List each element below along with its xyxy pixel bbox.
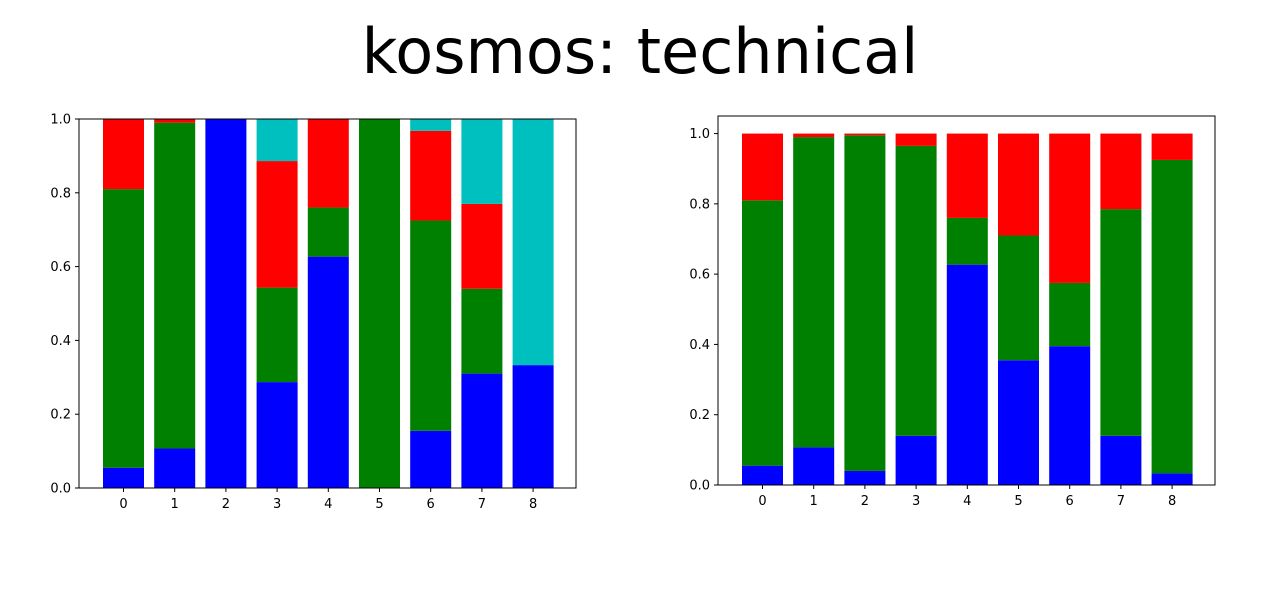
bar-segment-1-5-blue bbox=[998, 360, 1039, 485]
x-tick-label-1-8: 8 bbox=[1168, 494, 1176, 509]
y-tick-label-0-0: 0.0 bbox=[50, 482, 71, 497]
bar-segment-0-5-green bbox=[359, 119, 400, 488]
bar-segment-1-8-red bbox=[1151, 133, 1193, 160]
x-tick-label-0-5: 5 bbox=[375, 497, 383, 512]
y-tick-label-0-2: 0.4 bbox=[50, 334, 71, 349]
x-tick-label-0-4: 4 bbox=[324, 497, 332, 512]
bar-segment-0-4-blue bbox=[307, 256, 349, 488]
bar-segment-1-1-blue bbox=[793, 447, 835, 485]
bar-segment-0-7-cyan bbox=[461, 119, 503, 204]
y-tick-label-0-1: 0.2 bbox=[50, 408, 71, 423]
bar-segment-1-7-green bbox=[1100, 209, 1142, 436]
chart-panel-1: 0.0 0.2 0.4 0.6 0.8 1.0 0 1 2 3 4 5 6 7 8 bbox=[689, 115, 1216, 509]
x-tick-label-0-0: 0 bbox=[119, 497, 127, 512]
bar-segment-0-6-red bbox=[410, 130, 452, 221]
axes-frame-0 bbox=[78, 118, 577, 489]
bar-segment-0-4-green bbox=[307, 207, 349, 257]
bar-segment-1-3-red bbox=[895, 133, 937, 146]
x-tick-label-1-5: 5 bbox=[1014, 494, 1022, 509]
y-tick-label-1-3: 0.6 bbox=[689, 268, 710, 283]
bar-segment-0-2-blue bbox=[205, 119, 247, 488]
y-tick-label-0-5: 1.0 bbox=[50, 113, 71, 128]
bar-segment-0-7-blue bbox=[461, 373, 503, 488]
bar-segment-0-1-green bbox=[154, 122, 196, 449]
bar-segment-0-3-cyan bbox=[256, 119, 298, 162]
x-tick-label-0-1: 1 bbox=[171, 497, 179, 512]
bar-segment-0-7-green bbox=[461, 288, 503, 374]
bar-segment-1-8-green bbox=[1151, 159, 1193, 474]
y-tick-label-0-3: 0.6 bbox=[50, 260, 71, 275]
bar-segment-1-0-green bbox=[742, 200, 783, 466]
bar-segment-1-1-red bbox=[793, 133, 835, 138]
bar-segment-1-4-red bbox=[946, 133, 988, 218]
y-tick-label-1-0: 0.0 bbox=[689, 479, 710, 494]
bar-segment-1-4-blue bbox=[946, 264, 988, 485]
x-tick-label-1-4: 4 bbox=[963, 494, 971, 509]
x-tick-label-0-6: 6 bbox=[427, 497, 435, 512]
chart-title: kosmos: technical bbox=[361, 15, 919, 88]
bar-segment-1-6-red bbox=[1049, 133, 1091, 283]
bar-segment-0-7-red bbox=[461, 203, 503, 289]
bar-segment-1-4-green bbox=[946, 217, 988, 265]
bar-segment-1-5-red bbox=[998, 133, 1039, 236]
bar-segment-1-6-blue bbox=[1049, 346, 1091, 485]
x-tick-label-1-6: 6 bbox=[1066, 494, 1074, 509]
bar-segment-1-7-blue bbox=[1100, 435, 1142, 485]
bar-segment-0-0-red bbox=[103, 119, 144, 190]
bar-segment-0-6-cyan bbox=[410, 119, 452, 131]
x-tick-label-1-0: 0 bbox=[758, 494, 766, 509]
y-tick-label-1-1: 0.2 bbox=[689, 408, 710, 423]
bar-segment-0-1-red bbox=[154, 119, 196, 123]
x-tick-label-0-7: 7 bbox=[478, 497, 486, 512]
axes-frame-1 bbox=[717, 115, 1216, 486]
chart-panel-0: 0.0 0.2 0.4 0.6 0.8 1.0 0 1 2 3 4 5 6 7 8 bbox=[50, 113, 577, 512]
x-tick-label-1-2: 2 bbox=[861, 494, 869, 509]
bar-segment-1-3-blue bbox=[895, 435, 937, 485]
bar-segment-1-6-green bbox=[1049, 282, 1091, 347]
bar-segment-0-4-red bbox=[307, 119, 349, 208]
bar-segment-1-1-green bbox=[793, 137, 835, 448]
x-tick-label-1-3: 3 bbox=[912, 494, 920, 509]
bar-segment-0-3-red bbox=[256, 161, 298, 288]
bar-segment-1-2-red bbox=[844, 133, 886, 136]
bar-segment-0-6-green bbox=[410, 220, 452, 431]
x-tick-label-0-3: 3 bbox=[273, 497, 281, 512]
bar-segment-1-8-blue bbox=[1151, 473, 1193, 485]
x-tick-label-0-2: 2 bbox=[222, 497, 230, 512]
y-tick-label-0-4: 0.8 bbox=[50, 186, 71, 201]
bar-segment-1-0-red bbox=[742, 133, 783, 201]
bar-segment-1-2-blue bbox=[844, 470, 886, 485]
x-tick-label-0-8: 8 bbox=[529, 497, 537, 512]
bar-segment-0-8-blue bbox=[512, 365, 554, 488]
x-tick-label-1-1: 1 bbox=[810, 494, 818, 509]
bar-segment-0-3-blue bbox=[256, 382, 298, 488]
y-tick-label-1-4: 0.8 bbox=[689, 197, 710, 212]
bar-segment-1-5-green bbox=[998, 235, 1039, 361]
bar-segment-1-7-red bbox=[1100, 133, 1142, 210]
y-tick-label-1-2: 0.4 bbox=[689, 338, 710, 353]
bar-segment-0-6-blue bbox=[410, 430, 452, 488]
bar-segment-1-0-blue bbox=[742, 465, 783, 485]
y-tick-label-1-5: 1.0 bbox=[689, 127, 710, 142]
bar-segment-1-2-green bbox=[844, 135, 886, 471]
x-tick-label-1-7: 7 bbox=[1117, 494, 1125, 509]
bar-segment-0-0-blue bbox=[103, 467, 144, 488]
bar-segment-1-3-green bbox=[895, 145, 937, 436]
bar-segment-0-0-green bbox=[103, 189, 144, 468]
bar-segment-0-1-blue bbox=[154, 448, 196, 488]
bar-segment-0-8-cyan bbox=[512, 119, 554, 366]
bar-segment-0-3-green bbox=[256, 287, 298, 383]
